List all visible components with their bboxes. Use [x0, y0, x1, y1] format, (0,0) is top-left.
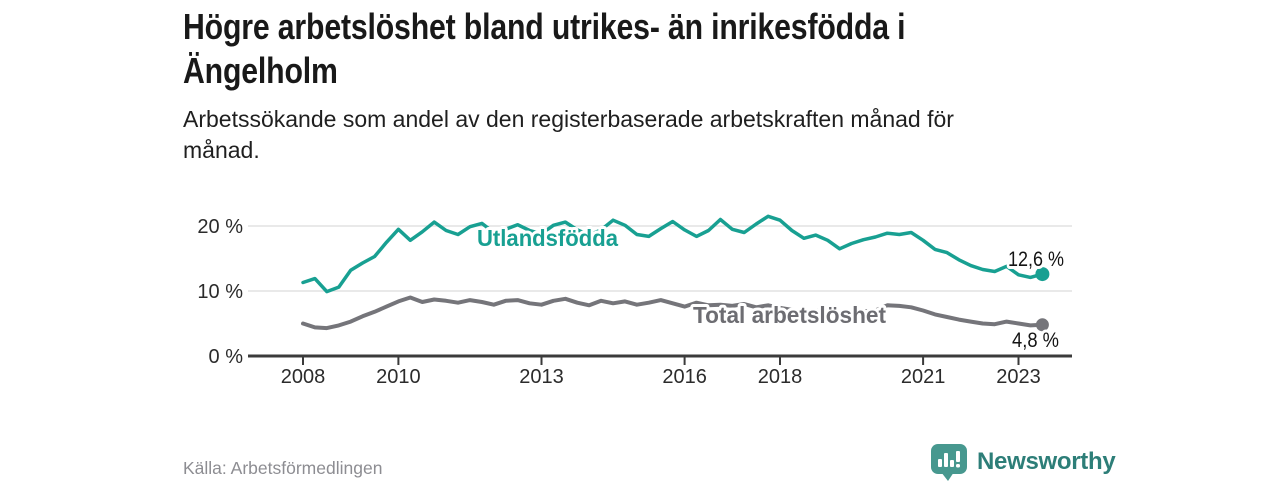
x-tick-label: 2021: [901, 366, 946, 388]
newsworthy-wordmark: Newsworthy: [977, 448, 1116, 475]
gridlines: [248, 225, 1072, 292]
y-tick-label-20: 20 %: [197, 216, 243, 238]
title-line-1: Högre arbetslöshet bland utrikes- än inr…: [183, 6, 906, 47]
end-value-annotations: 12,6 % 4,8 %: [1005, 245, 1067, 355]
subtitle-line-2: månad.: [183, 137, 260, 163]
page-title: Högre arbetslöshet bland utrikes- än inr…: [183, 5, 1043, 93]
line-total: [301, 295, 1045, 331]
end-value-utlandsfodda: 12,6 %: [1008, 248, 1064, 271]
x-axis-ticks: 2008 2010 2013 2016 2018 2021 2023: [281, 357, 1041, 388]
line-utlandsfodda: [301, 214, 1045, 294]
end-value-total: 4,8 %: [1012, 329, 1059, 352]
title-line-2: Ängelholm: [183, 50, 338, 91]
newsworthy-brand: Newsworthy: [930, 443, 1116, 481]
logo-bar-chart-glyph: [938, 451, 960, 468]
subtitle-line-1: Arbetssökande som andel av den registerb…: [183, 106, 954, 132]
y-axis-labels: 20 % 10 % 0 %: [197, 216, 243, 368]
y-tick-label-10: 10 %: [197, 281, 243, 303]
chart-subtitle: Arbetssökande som andel av den registerb…: [183, 104, 954, 166]
newsworthy-logo-icon: [931, 444, 967, 481]
x-tick-label: 2008: [281, 366, 326, 388]
series-label-utlandsfodda: Utlandsfödda: [477, 225, 618, 251]
unemployment-line-chart: 20 % 10 % 0 % 2008 2010 2013 2016 2018 2021 20…: [197, 214, 1072, 388]
x-tick-label: 2010: [376, 366, 421, 388]
end-dot-total: [1035, 318, 1049, 332]
x-tick-label: 2023: [996, 366, 1041, 388]
source-note: Källa: Arbetsförmedlingen: [183, 458, 383, 478]
y-tick-label-0: 0 %: [209, 346, 244, 368]
series-label-total-arbetsloshet: Total arbetslöshet: [693, 302, 886, 328]
x-tick-label: 2018: [758, 366, 803, 388]
series-inline-labels: Utlandsfödda Total arbetslöshet: [474, 222, 889, 331]
series-lines: [301, 214, 1050, 332]
x-tick-label: 2013: [519, 366, 564, 388]
end-dot-utlandsfodda: [1035, 267, 1050, 282]
x-tick-label: 2016: [662, 366, 707, 388]
